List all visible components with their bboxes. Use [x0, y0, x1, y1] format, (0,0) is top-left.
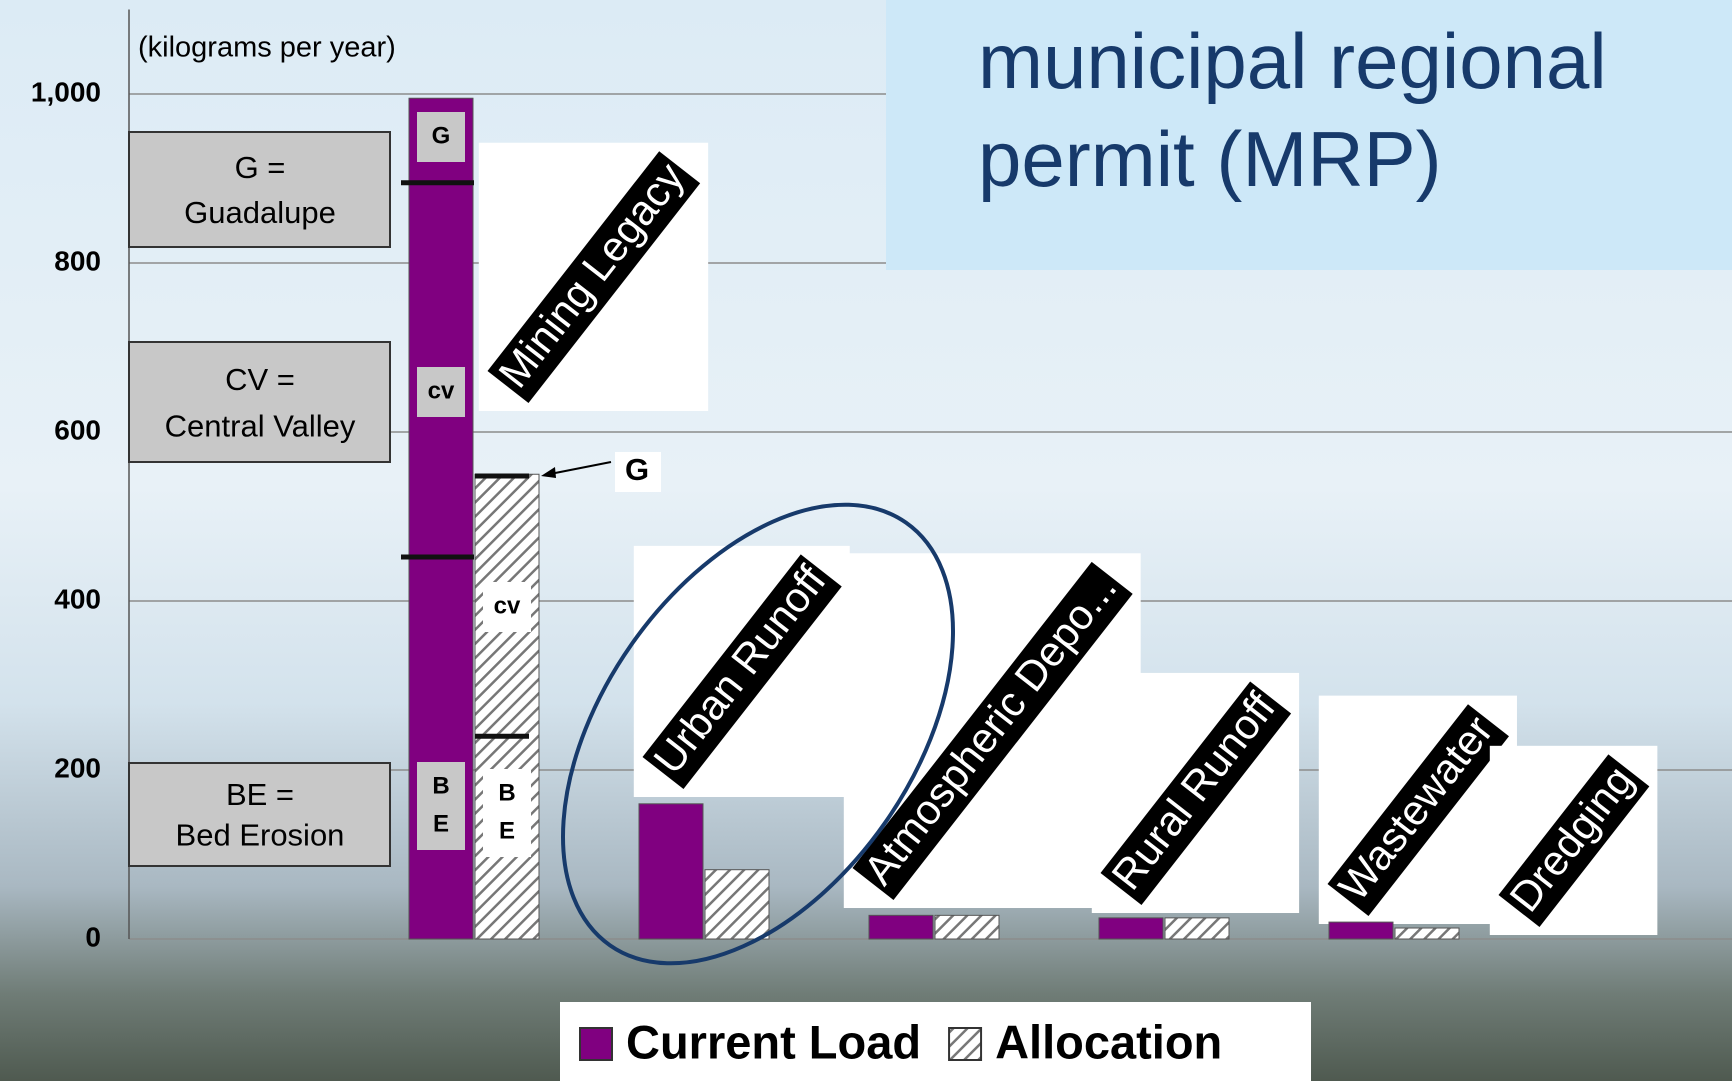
key-box [128, 762, 391, 867]
key-text: G = [235, 150, 286, 185]
y-tick-label: 600 [54, 414, 101, 445]
y-axis-label: (kilograms per year) [138, 32, 396, 64]
segment-label-box [417, 762, 465, 850]
key-text: Bed Erosion [176, 817, 345, 852]
legend-swatch [948, 1027, 983, 1061]
y-tick-label: 800 [54, 245, 101, 276]
bar [638, 803, 704, 940]
key-text: Guadalupe [184, 195, 336, 230]
label-box [642, 554, 842, 790]
key-box [128, 131, 391, 248]
key-text: CV = [225, 362, 295, 397]
segment-label-box [417, 367, 465, 417]
y-tick-label: 200 [54, 752, 101, 783]
segment-label-box [483, 769, 531, 857]
bar [934, 914, 1000, 940]
label-box [852, 561, 1133, 901]
highlight [561, 502, 955, 966]
bar [1164, 917, 1230, 940]
bar [474, 473, 540, 940]
legend-box [560, 1002, 1311, 1081]
label-box [487, 151, 701, 404]
legend-label: Allocation [995, 1015, 1222, 1068]
label-box [1327, 704, 1509, 917]
arrow-head [541, 467, 556, 478]
y-tick-label: 0 [85, 921, 101, 952]
segment-label: E [499, 817, 515, 844]
bar [1394, 927, 1460, 940]
bar [868, 914, 934, 940]
segment-label: cv [494, 592, 521, 619]
segment-label: B [432, 772, 449, 799]
legend-swatch [579, 1027, 613, 1061]
label-box [1100, 681, 1292, 906]
title: municipal regional permit (MRP) [886, 0, 1732, 270]
segment-label: B [498, 779, 515, 806]
arrow-note: G [625, 452, 649, 487]
arrow [544, 461, 612, 476]
bar [1098, 917, 1164, 940]
y-tick-label: 400 [54, 583, 101, 614]
bar [704, 869, 770, 940]
note-box [615, 452, 661, 492]
legend-label: Current Load [626, 1015, 921, 1068]
key-box [128, 341, 391, 463]
segment-label: E [433, 810, 449, 837]
key-text: Central Valley [165, 409, 356, 444]
segment-label-box [417, 112, 465, 162]
segment-label-box [483, 582, 531, 632]
segment-label: cv [428, 377, 455, 404]
y-tick-label: 1,000 [31, 76, 101, 107]
key-text: BE = [226, 777, 294, 812]
bar [1328, 921, 1394, 940]
label-box [1498, 754, 1650, 928]
segment-label: G [432, 122, 451, 149]
